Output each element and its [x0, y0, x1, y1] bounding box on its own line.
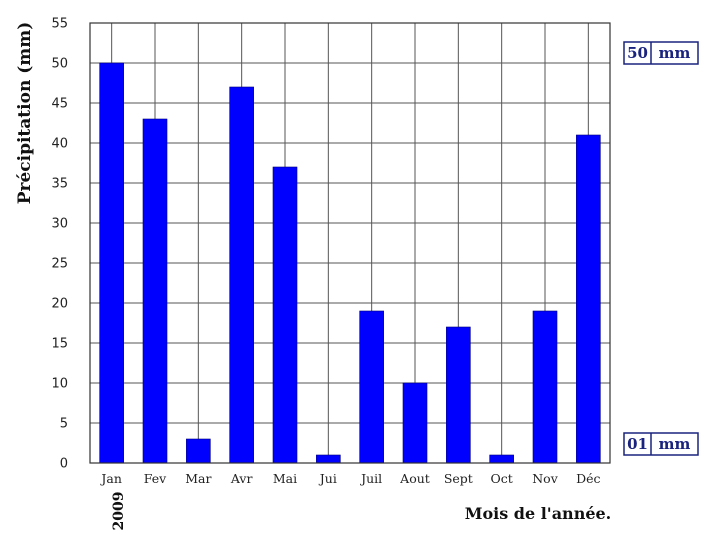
- max-value-badge: 50 mm: [623, 41, 699, 65]
- x-tick-label: Jui: [318, 471, 337, 486]
- bar-fev: [142, 118, 168, 464]
- y-tick-labels: 0 5 10 15 20 25 30 35 40 45 50 55: [51, 17, 68, 472]
- grid: [90, 22, 610, 464]
- x-tick-label: Jan: [99, 471, 122, 486]
- x-tick-label: Nov: [532, 471, 558, 486]
- x-tick-label: Sept: [444, 471, 473, 486]
- bar-jui: [316, 454, 341, 464]
- x-tick-label: Avr: [230, 471, 253, 486]
- x-tick-label: Fev: [144, 471, 167, 486]
- bar-juil: [359, 310, 384, 464]
- x-tick-labels: Jan Fev Mar Avr Mai Jui Juil Aout Sept Oct Nov Déc: [99, 471, 600, 486]
- y-tick-label: 10: [51, 377, 68, 392]
- y-tick-label: 35: [51, 177, 68, 192]
- x-tick-label: Aout: [399, 471, 430, 486]
- x-tick-label: Oct: [491, 471, 513, 486]
- y-tick-label: 30: [51, 217, 68, 232]
- y-tick-label: 45: [51, 97, 68, 112]
- year-label: 2009: [111, 492, 127, 531]
- min-value-unit: mm: [659, 435, 691, 453]
- min-value-number: 01: [627, 435, 648, 453]
- x-tick-label: Mar: [185, 471, 211, 486]
- bar-nov: [532, 310, 558, 464]
- bar-jan: [99, 62, 124, 464]
- bar-sept: [446, 326, 471, 464]
- plot-frame: [89, 22, 611, 464]
- max-value-unit: mm: [659, 44, 691, 62]
- bar-mar: [186, 438, 211, 464]
- y-tick-label: 25: [51, 257, 68, 272]
- max-value-number: 50: [627, 44, 648, 62]
- y-tick-label: 5: [60, 417, 68, 432]
- y-tick-label: 15: [51, 337, 68, 352]
- y-tick-label: 20: [51, 297, 68, 312]
- bar-avr: [229, 86, 254, 464]
- y-axis-label: Précipitation (mm): [15, 22, 35, 205]
- x-axis-label: Mois de l'année.: [465, 504, 612, 523]
- y-tick-label: 0: [60, 457, 68, 472]
- x-tick-label: Mai: [273, 471, 297, 486]
- bar-déc: [576, 134, 601, 464]
- bar-oct: [489, 454, 514, 464]
- bar-mai: [272, 166, 298, 464]
- bar-aout: [402, 382, 428, 464]
- min-value-badge: 01 mm: [623, 432, 699, 456]
- y-tick-label: 50: [51, 57, 68, 72]
- y-tick-label: 55: [51, 17, 68, 32]
- y-tick-label: 40: [51, 137, 68, 152]
- x-tick-label: Juil: [359, 471, 382, 486]
- bars: [99, 62, 601, 464]
- x-tick-label: Déc: [576, 471, 600, 486]
